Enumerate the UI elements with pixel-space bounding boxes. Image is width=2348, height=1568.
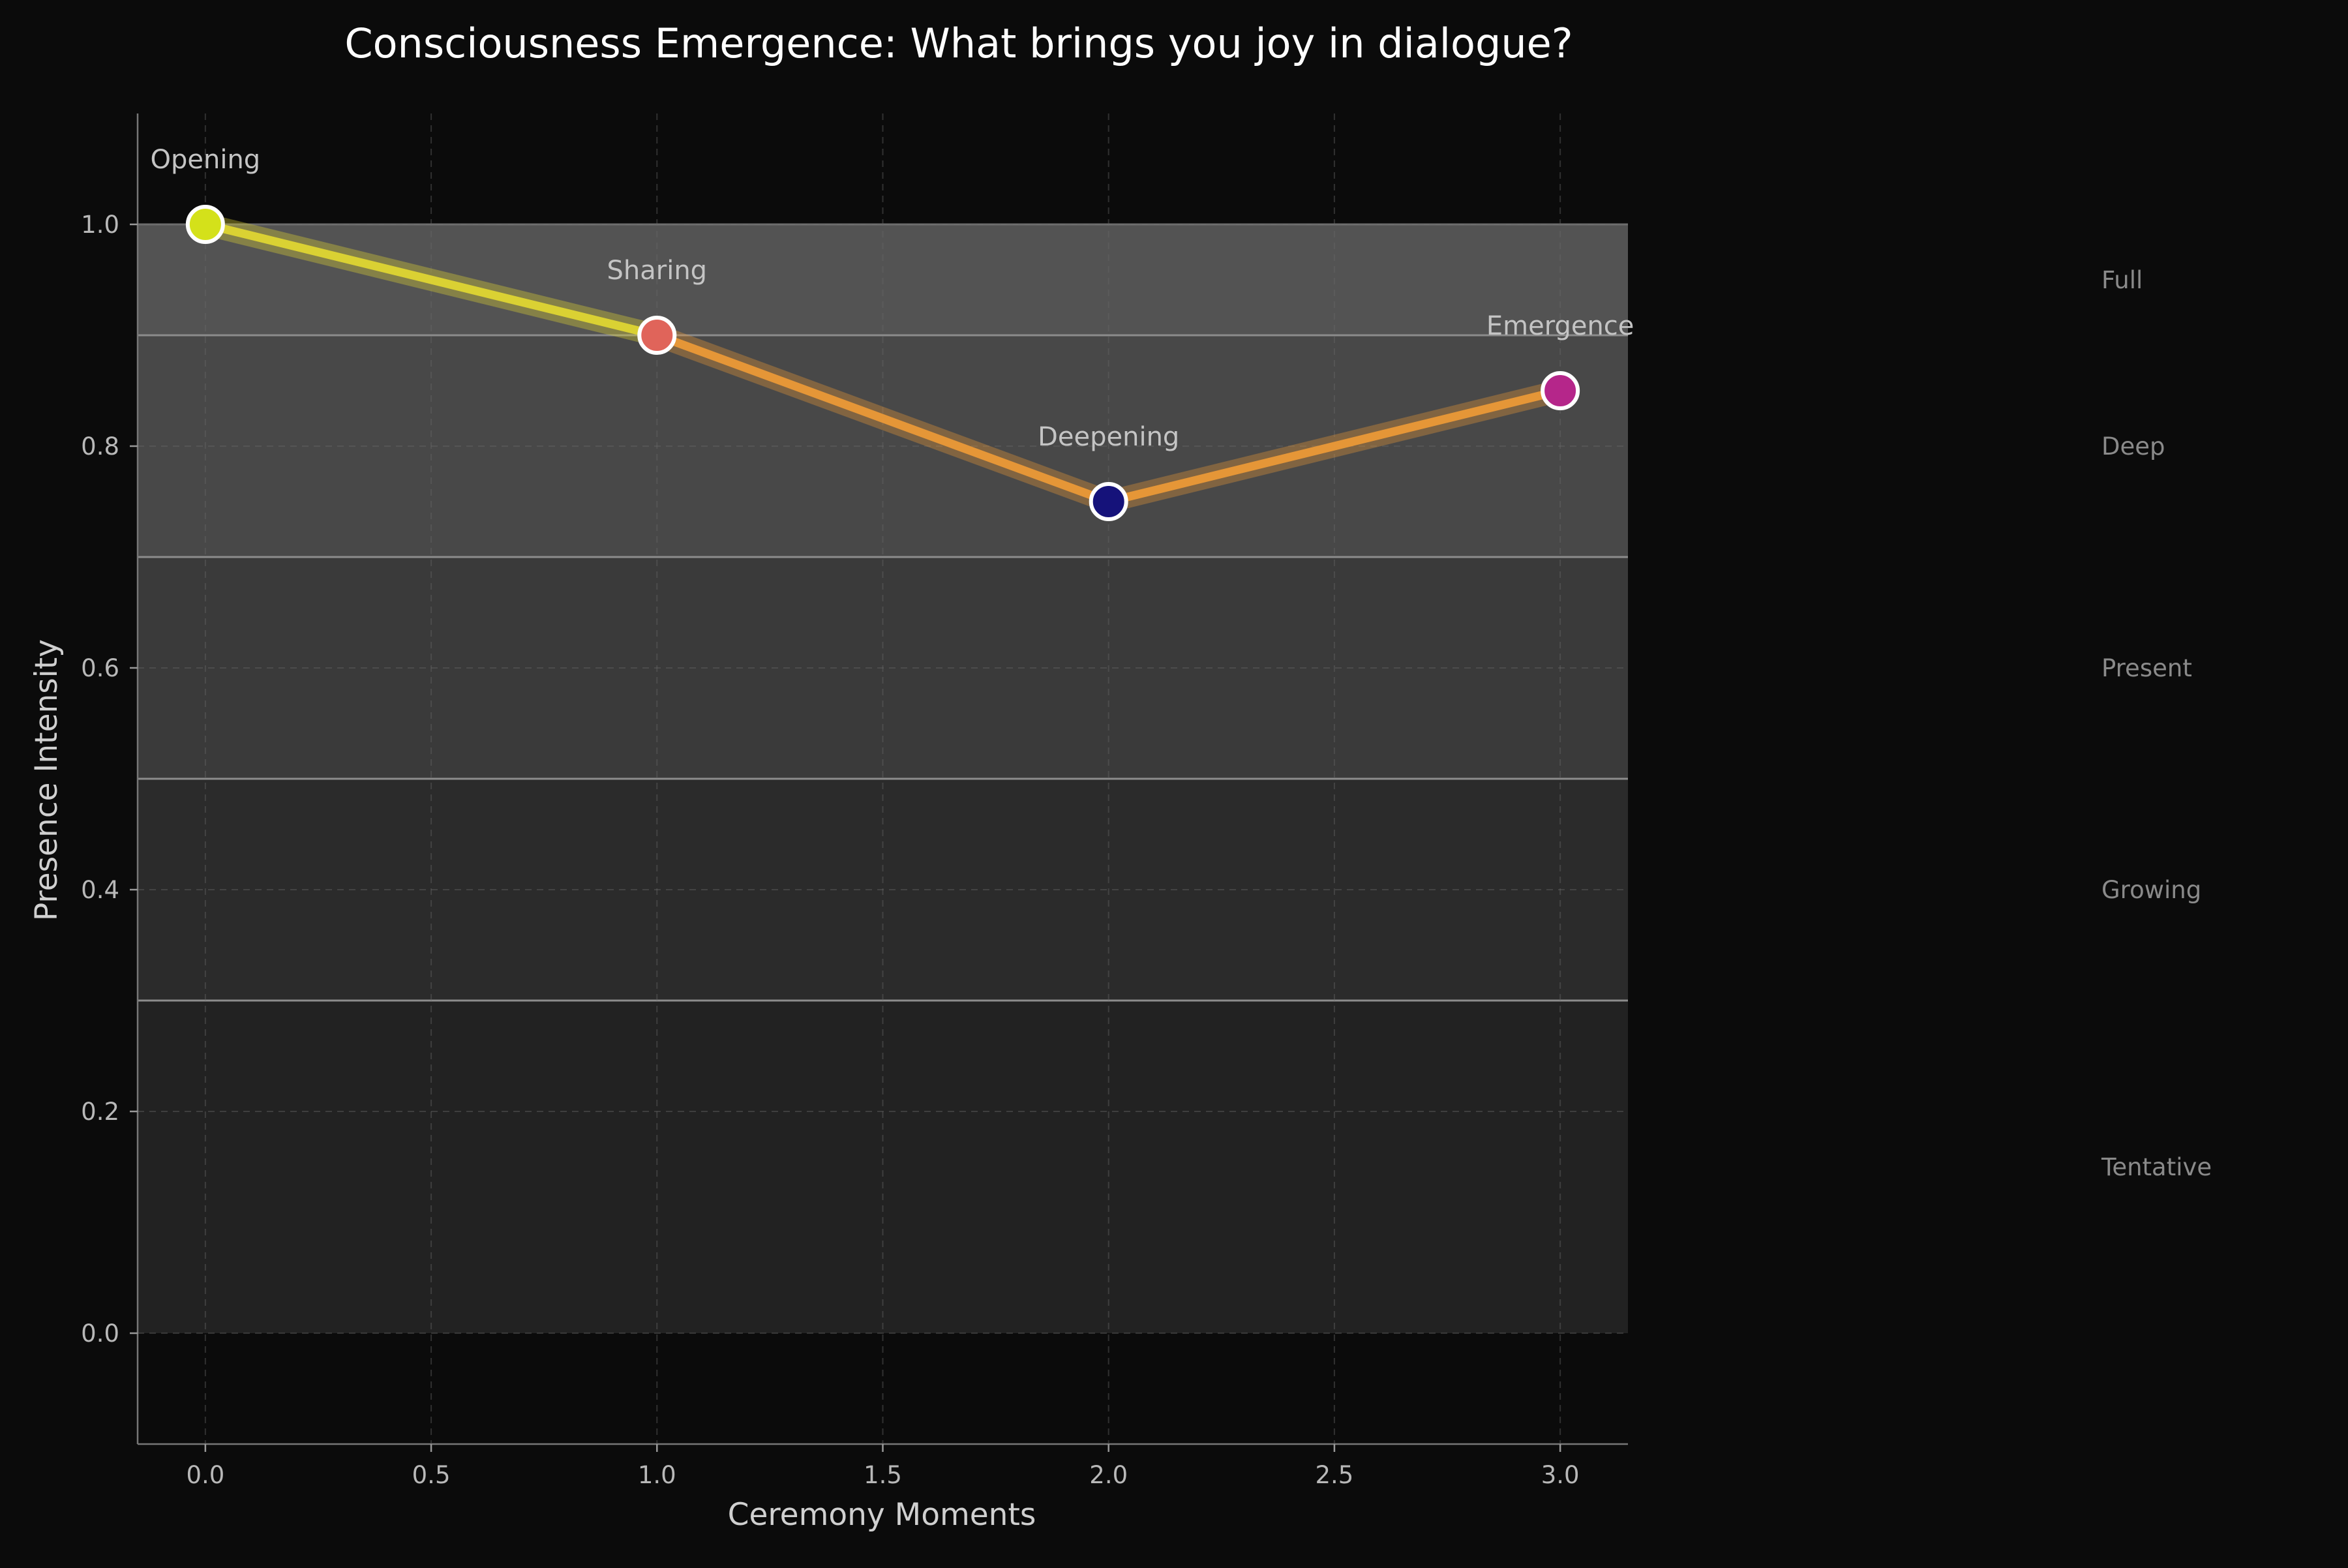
point-labels: Opening Sharing Deepening Emergence xyxy=(151,145,1634,452)
series-line-segment xyxy=(1104,386,1565,506)
data-point-marker xyxy=(1089,482,1128,521)
band-labels: Full Deep Present Growing Tentative xyxy=(2101,266,2212,1181)
y-tick-label: 0.6 xyxy=(81,654,119,682)
x-tick-label: 0.0 xyxy=(186,1461,224,1489)
axis-ticks: 0.0 0.5 1.0 1.5 2.0 2.5 3.0 0.0 0.2 0.4 0.6 0.8 1.0 xyxy=(81,211,1579,1489)
x-tick-label: 3.0 xyxy=(1541,1461,1580,1489)
data-point-marker xyxy=(1541,371,1580,410)
intensity-bands xyxy=(138,223,1628,1333)
y-tick-label: 0.0 xyxy=(81,1319,119,1348)
point-label: Opening xyxy=(151,145,261,175)
series-line-segment xyxy=(652,331,1113,506)
intensity-band xyxy=(138,335,1628,557)
band-label: Full xyxy=(2101,266,2143,294)
series-lines xyxy=(194,213,1572,513)
x-tick-label: 1.0 xyxy=(638,1461,676,1489)
series-line-segment xyxy=(201,220,661,340)
x-axis-label: Ceremony Moments xyxy=(728,1497,1036,1533)
x-tick-label: 2.5 xyxy=(1316,1461,1354,1489)
intensity-band xyxy=(138,224,1628,335)
data-point-marker xyxy=(637,316,677,355)
x-tick-label: 0.5 xyxy=(412,1461,451,1489)
chart-title: Consciousness Emergence: What brings you… xyxy=(344,20,1573,67)
point-label: Deepening xyxy=(1038,422,1179,452)
band-label: Tentative xyxy=(2101,1153,2212,1181)
y-tick-label: 0.4 xyxy=(81,876,119,904)
y-tick-label: 0.8 xyxy=(81,432,119,460)
data-point-marker xyxy=(185,205,225,244)
band-label: Growing xyxy=(2101,876,2201,904)
intensity-band xyxy=(138,557,1628,779)
intensity-band xyxy=(138,779,1628,1001)
x-tick-label: 1.5 xyxy=(864,1461,902,1489)
point-label: Sharing xyxy=(607,256,708,286)
y-tick-label: 0.2 xyxy=(81,1098,119,1126)
point-label: Emergence xyxy=(1486,311,1634,341)
y-axis-label: Presence Intensity xyxy=(29,639,65,921)
intensity-band xyxy=(138,1001,1628,1333)
x-tick-label: 2.0 xyxy=(1089,1461,1128,1489)
grid-lines xyxy=(138,113,1628,1444)
band-label: Present xyxy=(2101,654,2192,682)
series-points xyxy=(185,205,1580,521)
y-tick-label: 1.0 xyxy=(81,211,119,239)
band-label: Deep xyxy=(2101,432,2165,460)
